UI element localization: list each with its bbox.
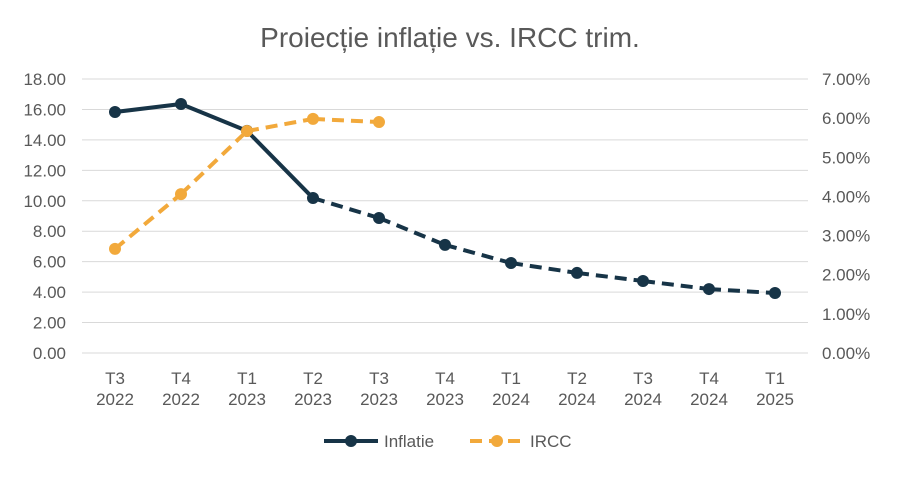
series-line-inflatie xyxy=(444,242,512,265)
x-tick-label: 2023 xyxy=(426,390,464,409)
right-tick-label: 3.00% xyxy=(822,227,870,246)
left-tick-label: 8.00 xyxy=(33,222,66,241)
x-tick-label: T1 xyxy=(237,369,257,388)
right-tick-label: 5.00% xyxy=(822,148,870,167)
data-point-inflatie xyxy=(703,283,715,296)
left-tick-label: 10.00 xyxy=(23,192,66,211)
x-tick-label: 2022 xyxy=(162,390,200,409)
right-tick-label: 6.00% xyxy=(822,109,870,128)
data-point-inflatie xyxy=(175,97,187,110)
x-tick-label: T3 xyxy=(633,369,653,388)
series-line-inflatie xyxy=(114,101,182,115)
data-point-ircc xyxy=(241,125,253,138)
x-tick-label: 2023 xyxy=(360,390,398,409)
right-tick-label: 1.00% xyxy=(822,305,870,324)
series-line-inflatie xyxy=(642,279,710,292)
series-line-ircc xyxy=(246,116,314,134)
x-tick-label: 2024 xyxy=(624,390,662,409)
legend-label: Inflatie xyxy=(384,432,434,451)
series-line-inflatie xyxy=(708,287,776,296)
x-tick-label: T4 xyxy=(171,369,191,388)
data-point-inflatie xyxy=(439,238,451,251)
x-tick-label: T2 xyxy=(567,369,587,388)
left-tick-label: 18.00 xyxy=(23,70,66,89)
left-tick-label: 16.00 xyxy=(23,100,66,119)
series-line-inflatie xyxy=(510,261,578,275)
data-point-inflatie xyxy=(571,266,583,279)
x-tick-label: 2024 xyxy=(690,390,728,409)
left-tick-label: 0.00 xyxy=(33,344,66,363)
x-tick-label: 2023 xyxy=(294,390,332,409)
series-line-inflatie xyxy=(378,216,446,247)
left-tick-label: 14.00 xyxy=(23,131,66,150)
x-tick-label: 2023 xyxy=(228,390,266,409)
right-tick-label: 2.00% xyxy=(822,266,870,285)
x-tick-label: T2 xyxy=(303,369,323,388)
series-line-ircc xyxy=(312,116,380,125)
data-point-inflatie xyxy=(307,192,319,205)
series-line-inflatie xyxy=(245,129,315,200)
legend-marker xyxy=(491,435,503,447)
x-tick-label: T3 xyxy=(105,369,125,388)
left-tick-label: 6.00 xyxy=(33,253,66,272)
x-tick-label: T3 xyxy=(369,369,389,388)
x-tick-label: T1 xyxy=(765,369,785,388)
left-tick-label: 4.00 xyxy=(33,283,66,302)
x-tick-label: 2022 xyxy=(96,390,134,409)
series-line-ircc xyxy=(113,192,183,251)
data-point-ircc xyxy=(109,242,121,255)
right-tick-label: 4.00% xyxy=(822,187,870,206)
right-tick-label: 7.00% xyxy=(822,70,870,89)
x-tick-label: 2024 xyxy=(558,390,596,409)
data-point-inflatie xyxy=(109,106,121,119)
series-line-inflatie xyxy=(576,270,644,283)
data-point-inflatie xyxy=(637,274,649,287)
data-point-ircc xyxy=(373,116,385,129)
x-tick-label: T1 xyxy=(501,369,521,388)
x-tick-label: 2025 xyxy=(756,390,794,409)
legend: Inflatie IRCC xyxy=(324,432,572,451)
series-line-ircc xyxy=(179,129,249,196)
series-line-inflatie xyxy=(312,196,380,220)
series-line-inflatie xyxy=(180,102,248,133)
data-point-inflatie xyxy=(769,287,781,300)
data-point-ircc xyxy=(307,112,319,125)
x-tick-label: 2024 xyxy=(492,390,530,409)
legend-label: IRCC xyxy=(530,432,572,451)
data-point-inflatie xyxy=(505,257,517,270)
data-point-ircc xyxy=(175,188,187,201)
x-tick-label: T4 xyxy=(699,369,719,388)
left-tick-label: 12.00 xyxy=(23,161,66,180)
left-tick-label: 2.00 xyxy=(33,314,66,333)
legend-marker xyxy=(345,435,357,447)
x-tick-label: T4 xyxy=(435,369,455,388)
data-point-inflatie xyxy=(373,211,385,224)
chart-title: Proiecție inflație vs. IRCC trim. xyxy=(260,22,640,53)
right-tick-label: 0.00% xyxy=(822,344,870,363)
